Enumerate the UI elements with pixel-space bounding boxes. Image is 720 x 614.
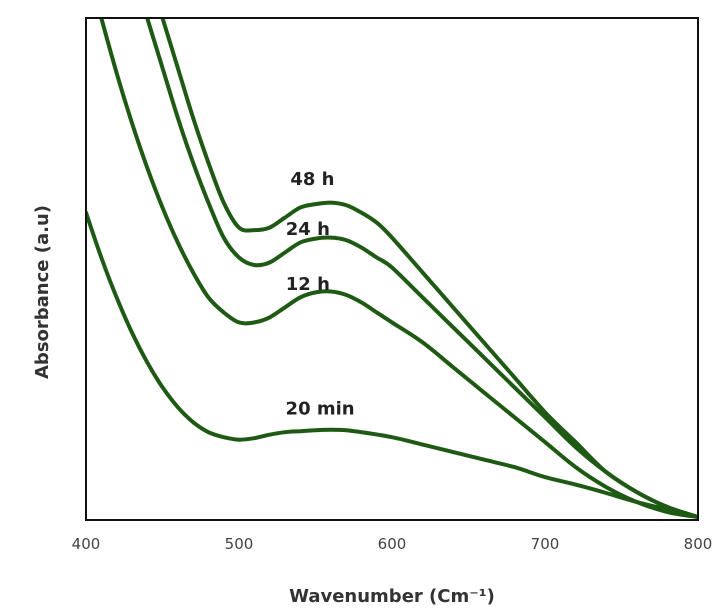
series-line-24-h [145,18,698,519]
x-tick-label: 800 [684,535,713,553]
x-axis-title: Wavenumber (Cm⁻¹) [289,586,495,607]
series-label-12-h: 12 h [286,274,330,295]
series-label-20-min: 20 min [286,399,355,420]
series-line-12-h [99,18,698,519]
plot-frame [85,17,699,521]
y-axis-title: Absorbance (a.u) [32,205,53,379]
series-labels: 48 h 24 h 12 h 20 min [286,169,355,420]
series-label-24-h: 24 h [286,219,330,240]
x-tick-label: 600 [378,535,407,553]
x-tick-label: 700 [531,535,560,553]
series-label-48-h: 48 h [290,169,334,190]
x-tick-label: 400 [72,535,101,553]
series-curves [86,18,698,519]
x-tick-label: 500 [225,535,254,553]
series-line-20-min [86,210,698,519]
series-line-48-h [160,18,698,519]
x-axis-ticks: 400 500 600 700 800 [72,535,713,553]
